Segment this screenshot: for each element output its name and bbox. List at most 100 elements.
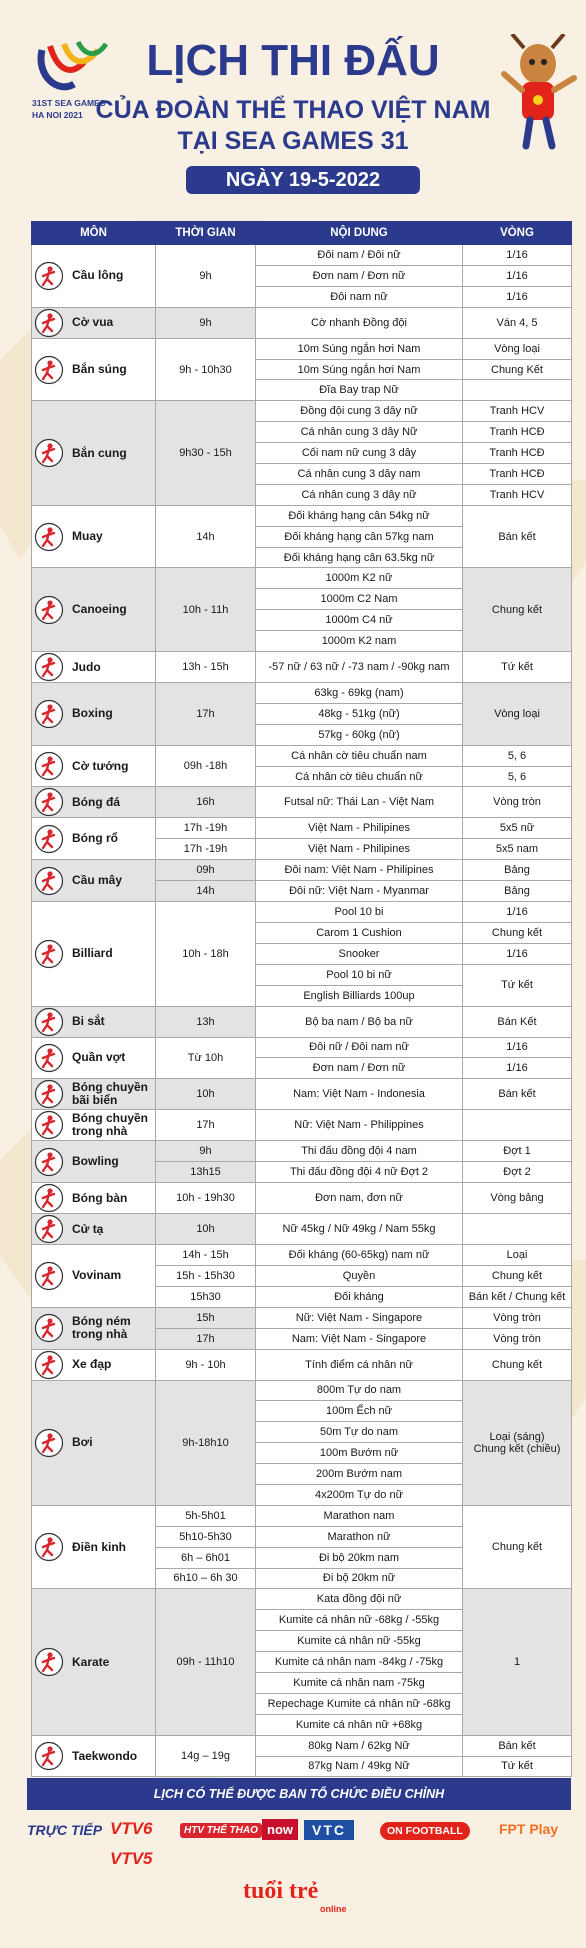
round-cell: Tranh HCV: [462, 483, 572, 506]
schedule-row: Đơn nam / Đơn nữ 1/16: [32, 1057, 572, 1080]
sport-wrap: Quần vợt: [34, 1043, 153, 1073]
time-cell: 10h - 18h: [155, 901, 256, 1007]
content-cell: Snooker: [255, 942, 463, 965]
content-cell: Việt Nam - Philipines: [255, 817, 463, 840]
header-row: MÔN THỜI GIAN NỘI DUNG VÒNG: [31, 221, 572, 245]
schedule-row: Vovinam 14h - 15h Đối kháng (60-65kg) nam …: [31, 1244, 572, 1308]
channel-logo: HTV THỂ THAO: [180, 1823, 262, 1838]
sport-wrap: Judo: [34, 652, 153, 682]
schedule-row: 100m Ếch nữ: [32, 1400, 572, 1423]
time-cell: 09h: [155, 859, 256, 882]
time-cell: 14h: [155, 504, 256, 569]
schedule-row: Quần vợt Từ 10h Đôi nữ / Đôi nam nữ 1/16: [31, 1036, 572, 1080]
content-cell: 80kg Nam / 62kg Nữ: [255, 1734, 463, 1757]
content-cell: Nữ: Việt Nam - Singapore: [255, 1306, 463, 1329]
sport-name: Karate: [72, 1654, 110, 1669]
content-cell: Đôi nữ / Đôi nam nữ: [255, 1036, 463, 1059]
sport-name: Điền kinh: [72, 1539, 127, 1554]
schedule-row: Bóng ném trong nhà 15h Nữ: Việt Nam - Sing…: [31, 1306, 572, 1350]
sport-icon: [34, 1007, 64, 1036]
time-cell: 09h -18h: [155, 744, 256, 788]
content-cell: Repechage Kumite cá nhân nữ -68kg: [255, 1692, 463, 1715]
round-cell: Tranh HCV: [462, 400, 572, 423]
logo-text: 31ST SEA GAMES: [32, 98, 106, 108]
sport-wrap: Billiard: [34, 939, 153, 969]
sport-wrap: Bơi: [34, 1428, 153, 1458]
brand: tuổi trẻ: [243, 1878, 319, 1904]
sport-icon: [34, 1183, 64, 1213]
sport-cell: Cử tạ: [31, 1213, 156, 1246]
schedule-row: 50m Tự do nam: [32, 1421, 572, 1444]
time-cell: 15h - 15h30: [155, 1264, 256, 1287]
schedule-row: 10m Súng ngắn hơi Nam Chung Kết: [32, 358, 572, 381]
content-cell: 1000m C2 Nam: [255, 588, 463, 611]
time-cell: 5h-5h01: [155, 1504, 256, 1527]
content-cell: Marathon nữ: [255, 1525, 463, 1548]
schedule-row: 200m Bướm nam: [32, 1463, 572, 1485]
sport-wrap: Cờ tướng: [34, 751, 153, 781]
schedule-row: Kumite cá nhân nữ -68kg / -55kg: [32, 1609, 572, 1632]
sport-wrap: Canoeing: [34, 595, 153, 625]
time-cell: Từ 10h: [155, 1036, 256, 1080]
sport-cell: Xe đạp: [31, 1348, 156, 1381]
schedule-row: Kumite cá nhân nữ -55kg: [32, 1630, 572, 1653]
round-cell: Bảng: [462, 880, 572, 903]
schedule-row: 5h10-5h30 Marathon nữ: [32, 1525, 572, 1548]
schedule-row: Kumite cá nhân nam -84kg / -75kg: [32, 1651, 572, 1673]
content-cell: Thi đấu đồng đội 4 nữ Đợt 2: [255, 1161, 463, 1184]
schedule-row: Taekwondo 14g – 19g 80kg Nam / 62kg Nữ Bán …: [31, 1734, 572, 1778]
sport-cell: Cầu lông: [31, 244, 156, 308]
time-cell: 5h10-5h30: [155, 1525, 256, 1548]
time-cell: 10h: [155, 1213, 256, 1246]
schedule-row: 1000m C4 nữ: [32, 609, 572, 632]
round-cell: Vòng loại: [462, 337, 572, 360]
content-cell: Cá nhân cung 3 dây Nữ: [255, 421, 463, 444]
sport-name: Bóng ném trong nhà: [72, 1314, 131, 1342]
content-cell: Kumite cá nhân nam -84kg / -75kg: [255, 1651, 463, 1673]
schedule-row: 48kg - 51kg (nữ): [32, 702, 572, 725]
time-cell: 13h15: [155, 1161, 256, 1184]
round-cell: 1/16: [462, 1057, 572, 1080]
round-cell: [462, 1109, 572, 1142]
sport-cell: Boxing: [31, 682, 156, 746]
logo: 31ST SEA GAMES HA NOI 2021: [32, 40, 109, 120]
sport-cell: Vovinam: [31, 1244, 156, 1308]
round-cell: Chung kết: [462, 1348, 572, 1381]
schedule-row: Bi sắt 13h Bộ ba nam / Bộ ba nữ Bán Kết: [31, 1005, 572, 1038]
schedule-row: Bóng bàn 10h - 19h30 Đơn nam, đơn nữ Vòng b…: [31, 1182, 572, 1215]
content-cell: Cá nhân cờ tiêu chuẩn nữ: [255, 765, 463, 788]
schedule-row: 13h15 Thi đấu đồng đội 4 nữ Đợt 2 Đợt 2: [32, 1161, 572, 1184]
schedule-row: Bắn cung 9h30 - 15h Đồng đội cung 3 dây nữ…: [31, 400, 572, 506]
sport-cell: Cờ vua: [31, 306, 156, 339]
time-cell: 14h: [155, 880, 256, 903]
sport-icon: [34, 866, 64, 895]
sport-wrap: Bi sắt: [34, 1007, 153, 1036]
round-cell: 1/16: [462, 1036, 572, 1059]
round-cell: Bán kết: [462, 504, 572, 569]
channel-logo: VTC: [304, 1820, 354, 1840]
sport-name: Bắn cung: [72, 445, 127, 460]
schedule-row: 15h30 Đối kháng Bán kết / Chung kết: [32, 1285, 572, 1308]
round-cell: 5, 6: [462, 765, 572, 788]
content-cell: Nữ 45kg / Nữ 49kg / Nam 55kg: [255, 1213, 463, 1246]
channel-logo: ON FOOTBALL: [380, 1822, 470, 1840]
content-cell: Nam: Việt Nam - Singapore: [255, 1327, 463, 1350]
time-cell: 9h - 10h: [155, 1348, 256, 1381]
content-cell: Đối kháng hạng cân 57kg nam: [255, 525, 463, 548]
schedule-row: Đối kháng hạng cân 63.5kg nữ: [32, 546, 572, 569]
time-cell: 9h: [155, 244, 256, 308]
time-cell: 17h -19h: [155, 838, 256, 861]
round-cell: 5x5 nữ: [462, 817, 572, 840]
time-cell: 14g – 19g: [155, 1734, 256, 1778]
round-cell: Bán Kết: [462, 1005, 572, 1038]
sport-icon: [34, 1043, 64, 1072]
content-cell: Đĩa Bay trap Nữ: [255, 379, 463, 402]
sport-wrap: Muay: [34, 522, 153, 552]
sport-wrap: Bóng bàn: [34, 1183, 153, 1213]
round-cell: 5, 6: [462, 744, 572, 767]
content-cell: Đơn nam / Đơn nữ: [255, 264, 463, 287]
round-cell: 1/16: [462, 264, 572, 287]
round-cell: Tranh HCĐ: [462, 442, 572, 465]
content-cell: Cờ nhanh Đồng đội: [255, 306, 463, 339]
